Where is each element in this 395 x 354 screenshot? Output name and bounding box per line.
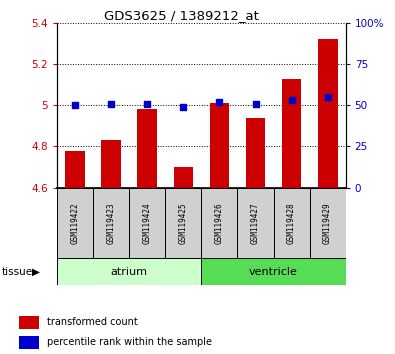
Text: GSM119424: GSM119424 — [143, 202, 152, 244]
Text: GSM119423: GSM119423 — [107, 202, 116, 244]
Bar — [130, 188, 166, 258]
Bar — [246, 118, 265, 188]
Bar — [201, 258, 346, 285]
Point — [180, 104, 186, 110]
Bar — [66, 150, 85, 188]
Bar — [93, 188, 130, 258]
Bar — [318, 40, 337, 188]
Text: GSM119428: GSM119428 — [287, 202, 296, 244]
Bar — [201, 188, 237, 258]
Bar — [137, 109, 157, 188]
Text: ▶: ▶ — [32, 267, 40, 277]
Bar — [57, 258, 201, 285]
Bar — [274, 188, 310, 258]
Point — [252, 101, 259, 107]
Text: ventricle: ventricle — [249, 267, 298, 277]
Text: GSM119427: GSM119427 — [251, 202, 260, 244]
Bar — [57, 188, 93, 258]
Point — [216, 99, 223, 105]
Text: GDS3625 / 1389212_at: GDS3625 / 1389212_at — [104, 9, 259, 22]
Bar — [166, 188, 201, 258]
Bar — [237, 188, 274, 258]
Text: GSM119425: GSM119425 — [179, 202, 188, 244]
Text: atrium: atrium — [111, 267, 148, 277]
Point — [72, 102, 79, 108]
Bar — [210, 103, 229, 188]
Bar — [282, 79, 301, 188]
Bar — [102, 140, 121, 188]
Text: GSM119429: GSM119429 — [323, 202, 332, 244]
Text: GSM119422: GSM119422 — [71, 202, 80, 244]
Text: GSM119426: GSM119426 — [215, 202, 224, 244]
Point — [108, 101, 115, 107]
Bar — [19, 316, 40, 329]
Bar — [19, 336, 40, 349]
Point — [144, 101, 150, 107]
Text: percentile rank within the sample: percentile rank within the sample — [47, 337, 212, 348]
Bar — [173, 167, 193, 188]
Text: tissue: tissue — [2, 267, 33, 277]
Point — [288, 98, 295, 103]
Bar — [310, 188, 346, 258]
Text: transformed count: transformed count — [47, 317, 137, 327]
Point — [324, 94, 331, 100]
